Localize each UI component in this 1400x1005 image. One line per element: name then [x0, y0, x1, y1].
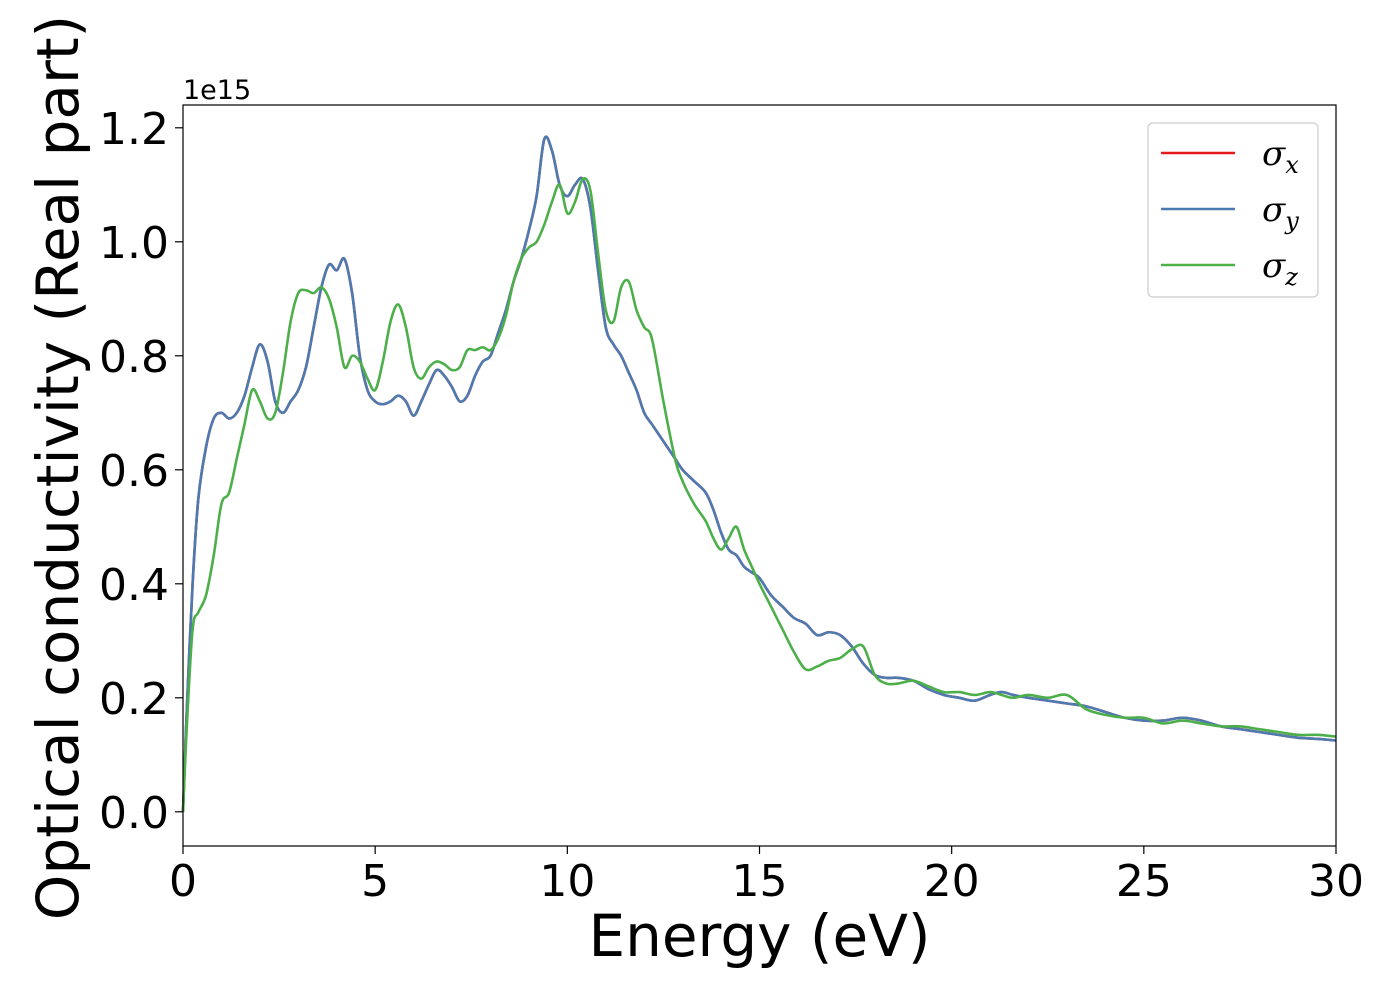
y-tick-label: 0.6 — [99, 446, 169, 497]
y-tick-label: 1.0 — [99, 218, 169, 269]
y-axis: 0.0 0.2 0.4 0.6 0.8 1.0 1.2 — [99, 104, 183, 839]
legend-label-x: σx — [1262, 134, 1299, 179]
y-axis-label: Optical conductivity (Real part) — [24, 15, 92, 920]
series-line-z — [181, 177, 1337, 812]
x-tick-label: 5 — [361, 856, 389, 907]
y-tick-label: 0.0 — [99, 788, 169, 839]
x-tick-label: 25 — [1116, 856, 1172, 907]
legend: σx σy σz — [1147, 122, 1319, 298]
y-tick-label: 0.2 — [99, 674, 169, 725]
x-tick-label: 20 — [924, 856, 980, 907]
x-axis: 0 5 10 15 20 25 30 — [169, 846, 1364, 907]
y-tick-label: 1.2 — [99, 104, 169, 155]
x-tick-label: 10 — [539, 856, 595, 907]
legend-label-y: σy — [1262, 190, 1299, 235]
y-offset-text: 1e15 — [183, 75, 251, 106]
x-tick-label: 30 — [1308, 856, 1364, 907]
series-layer — [181, 135, 1337, 812]
x-axis-label: Energy (eV) — [588, 902, 930, 970]
x-tick-label: 15 — [732, 856, 788, 907]
y-tick-label: 0.8 — [99, 332, 169, 383]
y-tick-label: 0.4 — [99, 560, 169, 611]
legend-label-z: σz — [1262, 246, 1298, 291]
x-tick-label: 0 — [169, 856, 197, 907]
